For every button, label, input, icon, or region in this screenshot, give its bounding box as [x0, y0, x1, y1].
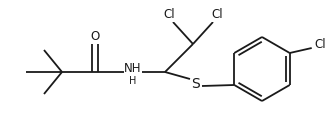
- Text: NH: NH: [124, 62, 142, 76]
- Text: Cl: Cl: [163, 8, 175, 22]
- Text: H: H: [129, 76, 137, 86]
- Text: O: O: [90, 29, 100, 43]
- Text: S: S: [192, 77, 200, 91]
- Text: Cl: Cl: [314, 37, 326, 51]
- Text: Cl: Cl: [211, 8, 223, 22]
